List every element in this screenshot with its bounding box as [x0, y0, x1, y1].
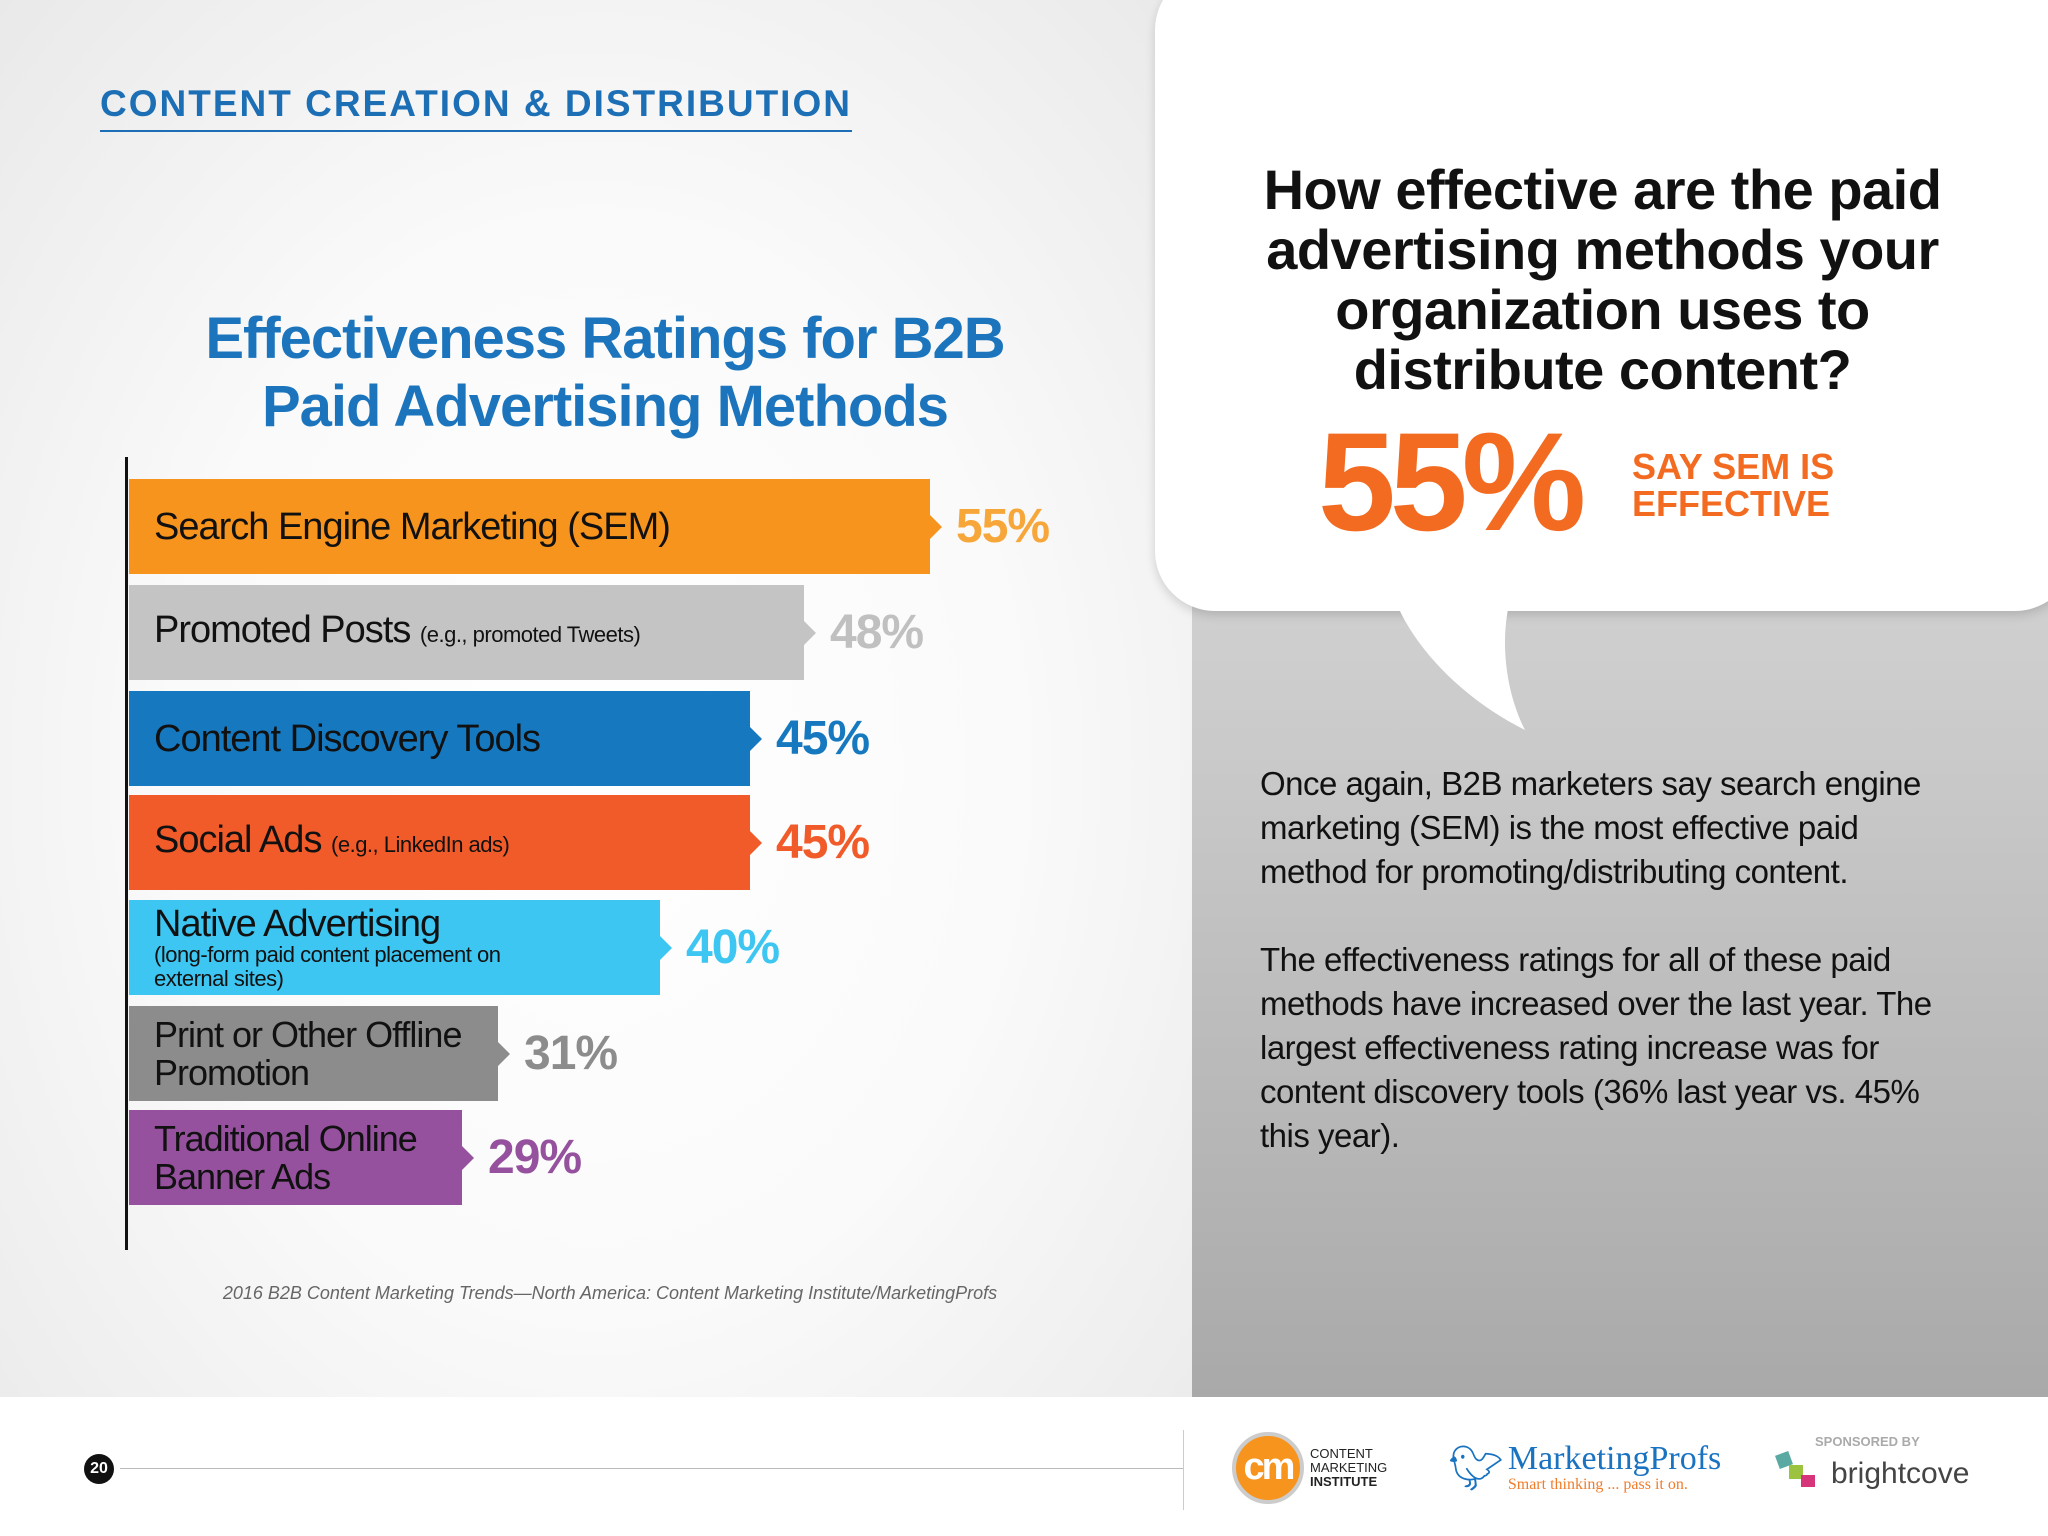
bar: Print or Other Offline Promotion [129, 1006, 510, 1101]
bar-label: Traditional Online Banner Ads [154, 1117, 447, 1197]
bar-label-text: Promoted Posts [154, 609, 411, 651]
stat-caption: SAY SEM IS EFFECTIVE [1632, 448, 1834, 522]
bar: Social Ads (e.g., LinkedIn ads) [129, 795, 762, 890]
chart-source: 2016 B2B Content Marketing Trends—North … [222, 1283, 998, 1303]
speech-bubble [1155, 0, 2048, 611]
footer-divider [120, 1468, 1183, 1469]
marketingprofs-logo: 🐦︎ MarketingProfs Smart thinking ... pas… [1448, 1442, 1721, 1494]
bar-value-label: 40% [686, 921, 780, 974]
bar: Native Advertising (long-form paid conten… [129, 900, 672, 995]
bar-label-note: (long-form paid content placement on ext… [154, 941, 501, 991]
chart-title: Effectiveness Ratings for B2B Paid Adver… [180, 305, 1030, 441]
bar-value-label: 48% [830, 606, 924, 659]
brightcove-name: brightcove [1831, 1457, 1970, 1490]
footer-vertical-divider [1183, 1430, 1184, 1510]
bar-label-text: Content Discovery Tools [154, 717, 541, 760]
bar-label: Promoted Posts (e.g., promoted Tweets) [154, 611, 804, 654]
bar-value-label: 45% [776, 816, 870, 869]
page-number: 20 [84, 1454, 114, 1484]
footer [0, 1397, 2048, 1536]
survey-question: How effective are the paid advertising m… [1263, 158, 1942, 401]
sponsor-logo: SPONSORED BY brightcove [1775, 1434, 1969, 1499]
bar-label: Print or Other Offline Promotion [154, 1013, 483, 1093]
body-paragraph-2: The effectiveness ratings for all of the… [1260, 941, 1932, 1154]
bar-value-label: 31% [524, 1027, 618, 1080]
bar: Search Engine Marketing (SEM) [129, 479, 942, 574]
marketingprofs-tagline: Smart thinking ... pass it on. [1507, 1476, 1688, 1493]
bar-label-text: Traditional Online Banner Ads [154, 1117, 418, 1197]
bar-label-note: (e.g., LinkedIn ads) [331, 832, 510, 857]
bar-label-text: Print or Other Offline Promotion [154, 1013, 462, 1093]
cmi-line-1: CONTENT [1310, 1446, 1373, 1461]
bar-label-text: Social Ads [154, 819, 322, 861]
bar-label: Social Ads (e.g., LinkedIn ads) [154, 821, 750, 864]
body-paragraph-1: Once again, B2B marketers say search eng… [1260, 765, 1921, 890]
cmi-line-3: INSTITUTE [1310, 1474, 1378, 1489]
marketingprofs-name: MarketingProfs [1507, 1440, 1722, 1477]
chart-axis [125, 457, 128, 1250]
bar-value-label: 55% [956, 500, 1050, 553]
headline-stat: 55% [1318, 403, 1586, 560]
bar-label: Search Engine Marketing (SEM) [154, 508, 930, 546]
section-title: CONTENT CREATION & DISTRIBUTION [100, 84, 852, 132]
bar-label-note: (e.g., promoted Tweets) [419, 622, 641, 647]
bar-label: Native Advertising [154, 905, 660, 943]
bar-label-text: Search Engine Marketing (SEM) [154, 505, 671, 548]
sponsored-by-label: SPONSORED BY [1815, 1434, 1920, 1449]
stat-caption-line-2: EFFECTIVE [1632, 483, 1831, 524]
bar: Content Discovery Tools [129, 691, 762, 786]
bar-value-label: 29% [488, 1131, 582, 1184]
cmi-line-2: MARKETING [1310, 1460, 1388, 1475]
bar-value-label: 45% [776, 712, 870, 765]
stat-caption-line-1: SAY SEM IS [1632, 446, 1835, 487]
bar: Promoted Posts (e.g., promoted Tweets) [129, 585, 816, 680]
cmi-logo-icon: cm [1232, 1432, 1304, 1504]
chart-title-line-2: Paid Advertising Methods [261, 374, 949, 439]
speech-bubble-tail [1395, 600, 1525, 730]
brightcove-icon [1775, 1451, 1815, 1487]
bird-icon: 🐦︎ [1448, 1444, 1504, 1493]
bar-label-text: Native Advertising [154, 902, 441, 945]
cmi-logo: cm CONTENT MARKETING INSTITUTE [1232, 1432, 1387, 1504]
chart-title-line-1: Effectiveness Ratings for B2B [205, 306, 1005, 371]
bar-label: Content Discovery Tools [154, 720, 750, 758]
bar: Traditional Online Banner Ads [129, 1110, 474, 1205]
